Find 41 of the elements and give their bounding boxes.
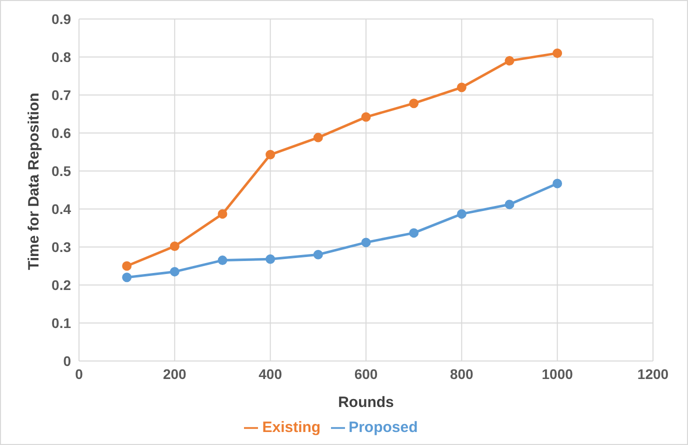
x-tick-label: 1200 <box>637 366 669 382</box>
y-tick-label: 0.6 <box>52 124 72 141</box>
y-tick-label: 0.1 <box>52 314 72 331</box>
point <box>122 261 132 271</box>
x-tick-label: 400 <box>258 366 282 382</box>
y-tick-label: 0.3 <box>52 238 72 255</box>
point <box>122 272 132 282</box>
legend-label: Existing <box>262 419 321 436</box>
y-tick-label: 0.7 <box>52 86 72 103</box>
point <box>266 254 276 264</box>
point <box>409 228 419 238</box>
point <box>218 256 228 266</box>
y-axis-title: Time for Data Reposition <box>25 92 42 270</box>
point <box>409 98 419 108</box>
point <box>266 150 276 160</box>
point <box>552 178 562 188</box>
y-tick-label: 0.2 <box>52 276 72 293</box>
point <box>170 241 180 251</box>
x-axis-title: Rounds <box>338 394 394 411</box>
x-tick-label: 1000 <box>542 366 574 382</box>
y-tick-label: 0.8 <box>52 48 72 65</box>
point <box>456 82 466 92</box>
point <box>552 48 562 58</box>
point <box>313 250 323 260</box>
y-tick-label: 0.9 <box>52 10 72 27</box>
point <box>504 56 514 66</box>
point <box>361 112 371 122</box>
point <box>456 209 466 219</box>
point <box>361 238 371 248</box>
legend-label: Proposed <box>348 419 418 436</box>
y-tick-label: 0.5 <box>52 162 72 179</box>
point <box>170 266 180 276</box>
y-tick-label: 0.4 <box>52 200 72 217</box>
x-tick-label: 600 <box>354 366 378 382</box>
x-tick-label: 200 <box>162 366 187 382</box>
point <box>313 132 323 142</box>
x-tick-label: 0 <box>75 366 84 382</box>
point <box>504 200 514 210</box>
x-tick-label: 800 <box>450 366 474 382</box>
point <box>218 209 228 219</box>
y-tick-label: 0 <box>63 352 72 369</box>
